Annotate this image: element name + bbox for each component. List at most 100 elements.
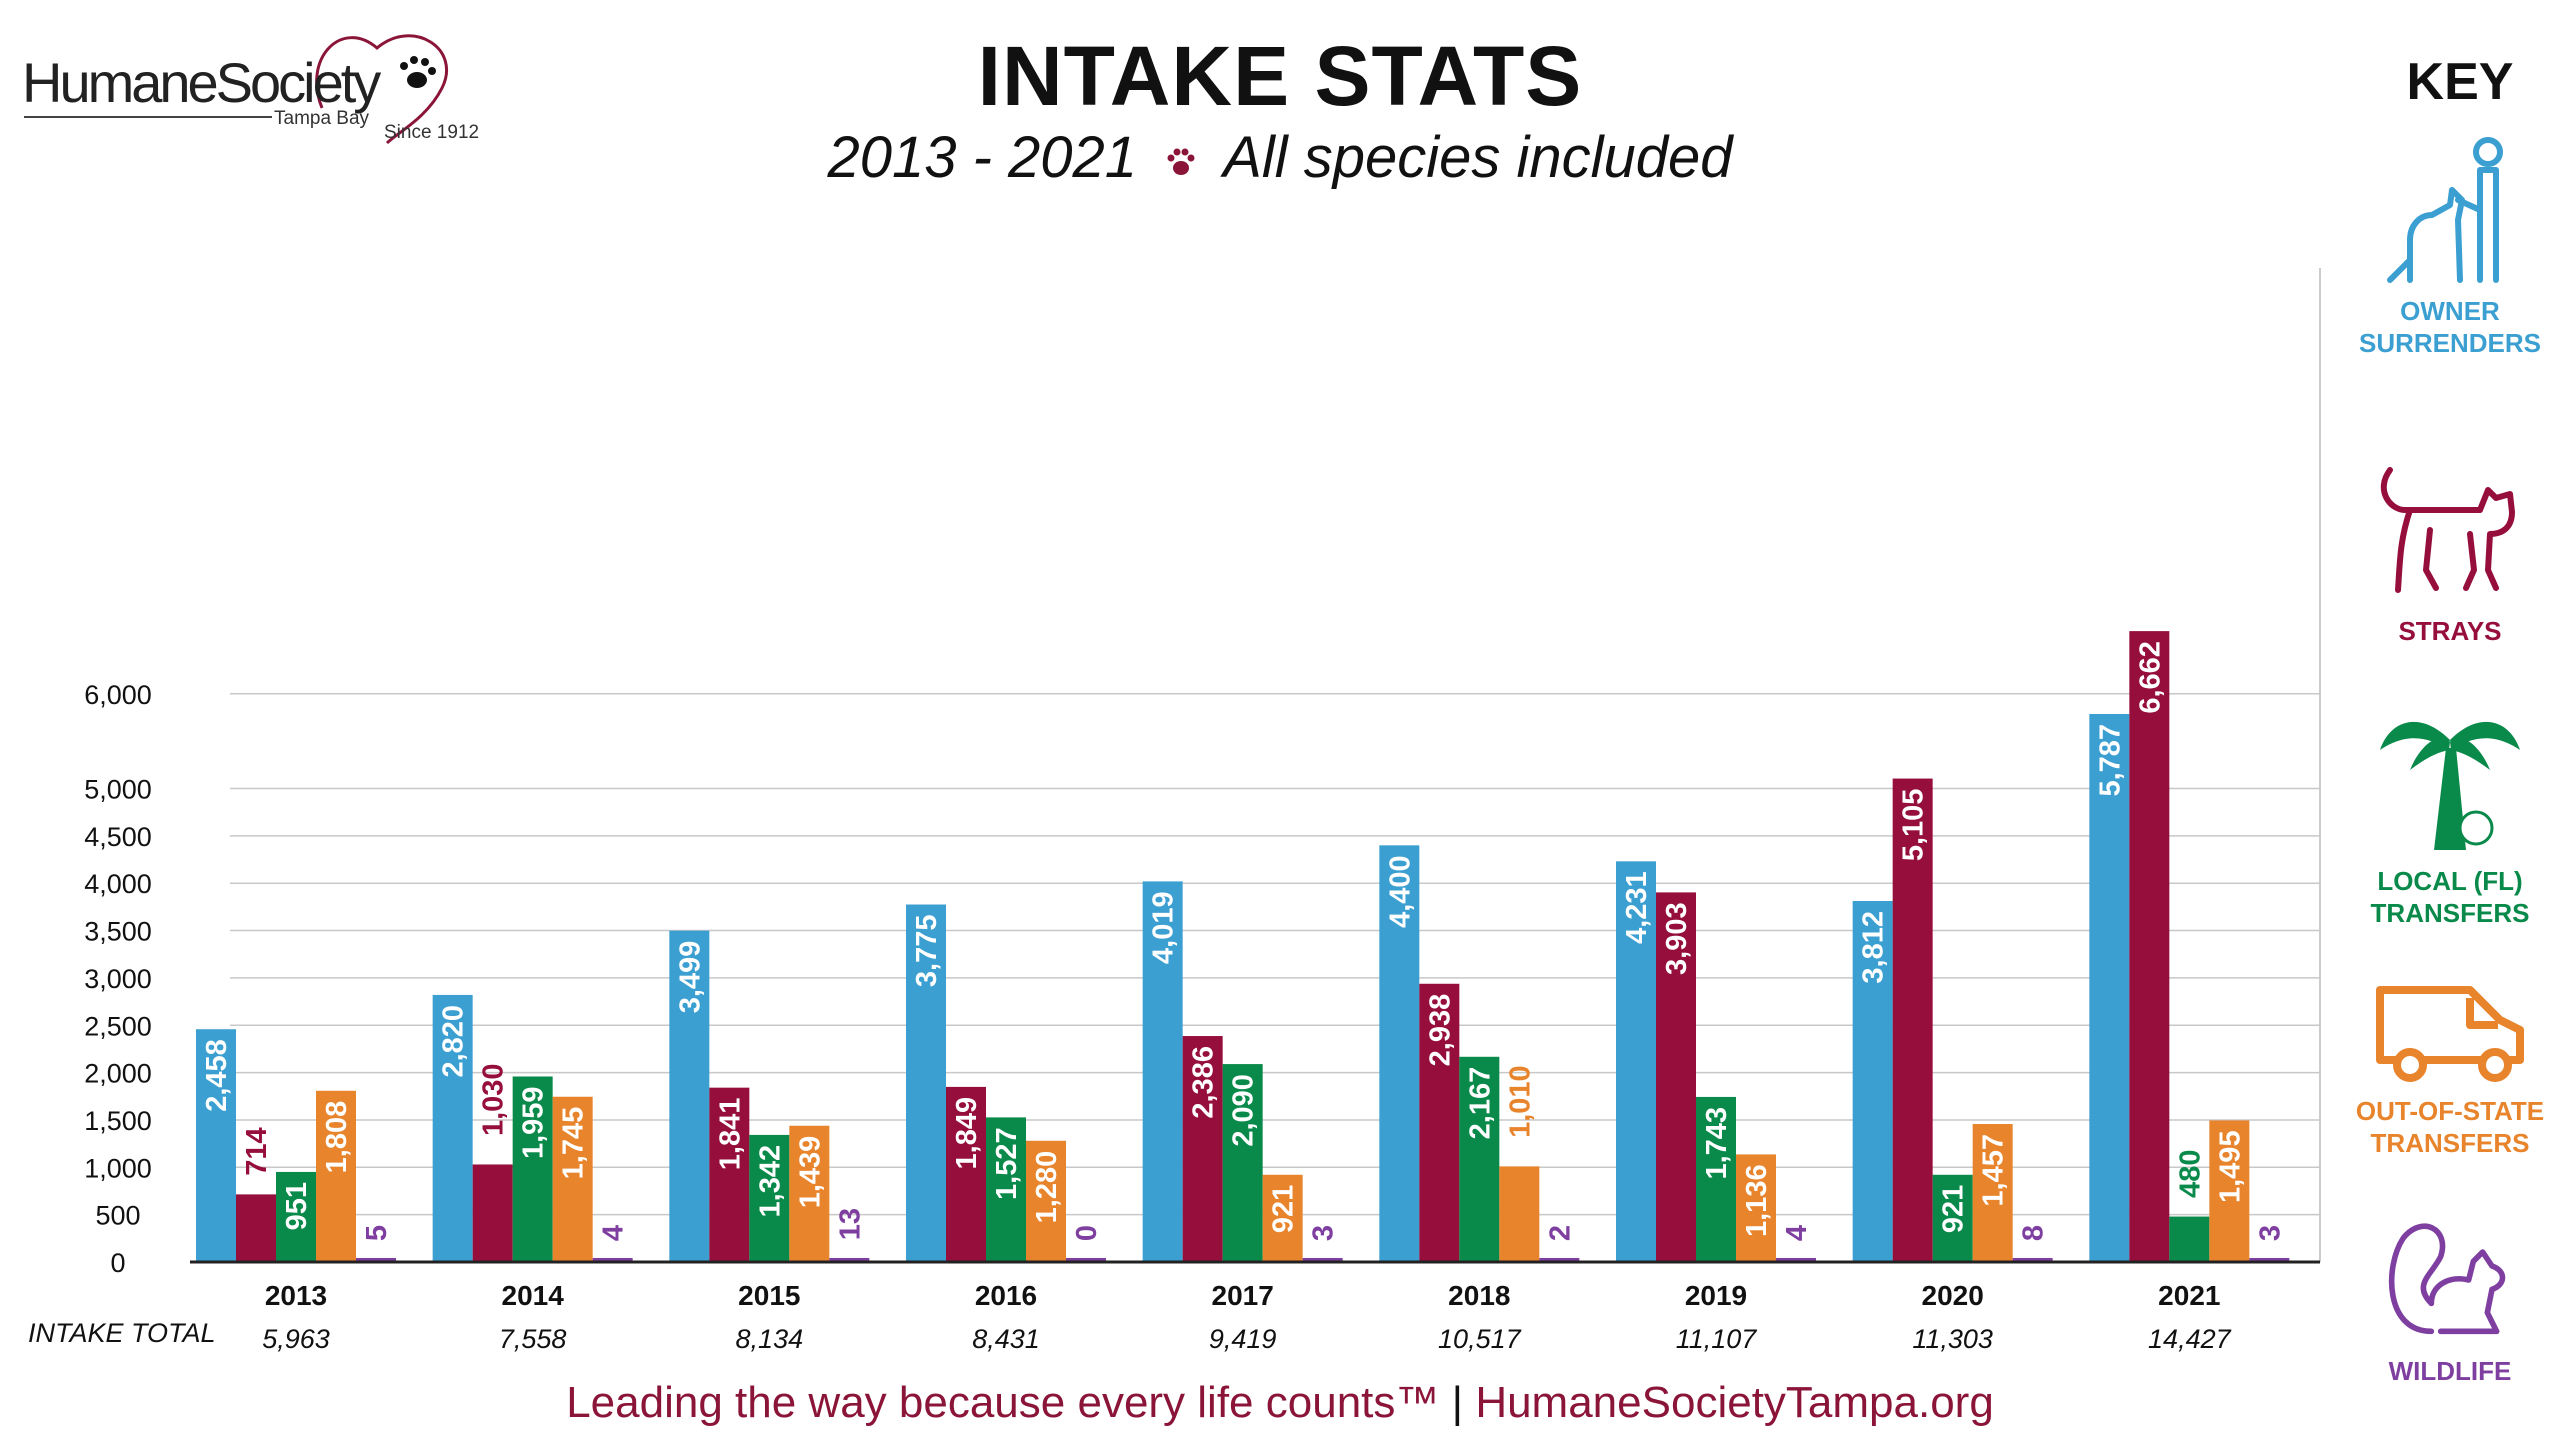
bar xyxy=(1972,1124,2013,1262)
bar-value-label: 951 xyxy=(281,1182,313,1230)
bar xyxy=(1656,892,1696,1262)
intake-total-value: 9,419 xyxy=(1209,1324,1277,1354)
intake-bar-chart: 0 500 1,000 1,500 2,000 2,500 3,000 3,500 4,000 4… xyxy=(84,268,2321,1354)
bar xyxy=(1419,983,1460,1262)
intake-total-label: INTAKE TOTAL xyxy=(28,1318,216,1348)
humane-society-logo: HumaneSociety Tampa Bay Since 1912 xyxy=(22,20,502,160)
footer-separator: | xyxy=(1451,1378,1464,1427)
bar-value-label: 1,841 xyxy=(714,1098,746,1171)
bar-value-label: 2,820 xyxy=(438,1005,470,1078)
logo-location: Tampa Bay xyxy=(274,108,370,129)
bar xyxy=(986,1117,1026,1262)
bar-value-label: 5 xyxy=(361,1225,393,1241)
key-label-line1: LOCAL (FL) xyxy=(2377,866,2523,896)
bar xyxy=(1142,881,1183,1262)
key-item-out-of-state-transfers: OUT-OF-STATE TRANSFERS xyxy=(2330,970,2560,1159)
bar-value-label: 13 xyxy=(834,1208,866,1240)
subtitle-years: 2013 - 2021 xyxy=(827,125,1138,190)
x-tick-label: 2013 xyxy=(265,1280,327,1311)
bar-value-label: 6,662 xyxy=(2134,641,2166,714)
bar-value-label: 1,030 xyxy=(478,1063,510,1136)
bar xyxy=(2012,1258,2053,1262)
y-tick-label: 3,000 xyxy=(84,964,152,994)
bar-value-label: 1,342 xyxy=(754,1145,786,1218)
key-item-local-transfers: LOCAL (FL) TRANSFERS xyxy=(2330,700,2560,929)
chart-title: INTAKE STATS xyxy=(977,29,1583,123)
x-axis: 2013 5,963 2014 7,558 2015 8,134 2016 8,431 2017… xyxy=(190,1260,2320,1354)
bar xyxy=(1539,1258,1580,1262)
intake-total-value: 11,303 xyxy=(1912,1324,1993,1354)
bar-value-label: 3,499 xyxy=(674,941,706,1014)
intake-total-value: 11,107 xyxy=(1676,1324,1758,1354)
x-tick-label: 2014 xyxy=(502,1280,565,1311)
bar-value-label: 1,010 xyxy=(1504,1065,1536,1138)
bar-value-label: 921 xyxy=(1938,1185,1970,1233)
x-tick-label: 2018 xyxy=(1448,1280,1510,1311)
cat-icon xyxy=(2380,467,2515,593)
bar-value-label: 2,386 xyxy=(1188,1046,1220,1119)
bar xyxy=(276,1171,316,1262)
bar xyxy=(1222,1064,1263,1262)
bar xyxy=(1932,1174,1973,1262)
bar-value-label: 4,019 xyxy=(1148,891,1180,964)
bar xyxy=(472,1164,513,1262)
bar-value-label: 1,136 xyxy=(1741,1164,1773,1237)
logo-divider xyxy=(24,116,272,118)
key-label-line1: WILDLIFE xyxy=(2388,1356,2512,1386)
x-tick-label: 2021 xyxy=(2158,1280,2220,1311)
bar-value-label: 1,439 xyxy=(794,1136,826,1209)
y-tick-label: 4,500 xyxy=(84,822,152,852)
bar xyxy=(592,1258,633,1262)
bar xyxy=(1379,845,1420,1262)
subtitle-text: All species included xyxy=(1223,125,1733,190)
bar xyxy=(1696,1096,1736,1262)
intake-total-value: 8,134 xyxy=(736,1324,804,1354)
bar-value-label: 1,457 xyxy=(1978,1134,2010,1207)
bar-value-label: 714 xyxy=(241,1127,273,1175)
squirrel-icon xyxy=(2388,1223,2506,1335)
bar-value-label: 1,495 xyxy=(2214,1130,2246,1203)
key-item-owner-surrenders: OWNER SURRENDERS xyxy=(2330,130,2560,359)
bar-value-label: 8 xyxy=(2018,1225,2050,1241)
bar xyxy=(789,1125,830,1262)
bar xyxy=(1026,1140,1066,1262)
bar xyxy=(512,1076,553,1262)
bar-value-label: 5,105 xyxy=(1898,789,1930,862)
bar xyxy=(552,1096,593,1262)
y-tick-label: 4,000 xyxy=(84,869,152,899)
bar xyxy=(1262,1174,1303,1262)
bar xyxy=(1616,861,1656,1262)
bar xyxy=(316,1090,356,1262)
x-tick-label: 2015 xyxy=(738,1280,800,1311)
x-tick-label: 2016 xyxy=(975,1280,1037,1311)
x-tick-label: 2017 xyxy=(1212,1280,1274,1311)
footer: Leading the way because every life count… xyxy=(0,1378,2560,1428)
logo-name: HumaneSociety xyxy=(22,51,381,114)
bar xyxy=(1892,778,1933,1262)
bar-value-label: 1,959 xyxy=(518,1086,550,1159)
person-with-dog-icon xyxy=(2387,137,2503,283)
bar-value-label: 1,849 xyxy=(951,1097,983,1170)
palm-tree-icon xyxy=(2380,721,2520,850)
logo-since: Since 1912 xyxy=(384,122,480,143)
bar xyxy=(2089,713,2130,1262)
footer-url[interactable]: HumaneSocietyTampa.org xyxy=(1475,1378,1994,1427)
bar-value-label: 1,743 xyxy=(1701,1107,1733,1180)
bar-value-label: 2,938 xyxy=(1424,994,1456,1067)
bar-value-label: 0 xyxy=(1071,1225,1103,1241)
intake-total-value: 10,517 xyxy=(1438,1324,1522,1354)
key-label-line2: TRANSFERS xyxy=(2370,898,2530,928)
y-tick-label: 2,500 xyxy=(84,1011,152,1041)
bar-value-label: 1,280 xyxy=(1031,1151,1063,1224)
y-tick-label: 1,500 xyxy=(84,1106,152,1136)
y-axis: 0 500 1,000 1,500 2,000 2,500 3,000 3,500 4,000 4… xyxy=(84,680,152,1278)
bar-value-label: 4,400 xyxy=(1384,855,1416,928)
bar-value-label: 1,808 xyxy=(321,1101,353,1174)
y-tick-label: 3,500 xyxy=(84,917,152,947)
key-label-line2: TRANSFERS xyxy=(2370,1128,2530,1158)
bar-value-label: 1,745 xyxy=(558,1107,590,1180)
key-label-line1: STRAYS xyxy=(2398,616,2502,646)
paw-icon xyxy=(1167,148,1195,175)
bar-value-label: 1,527 xyxy=(991,1127,1023,1200)
